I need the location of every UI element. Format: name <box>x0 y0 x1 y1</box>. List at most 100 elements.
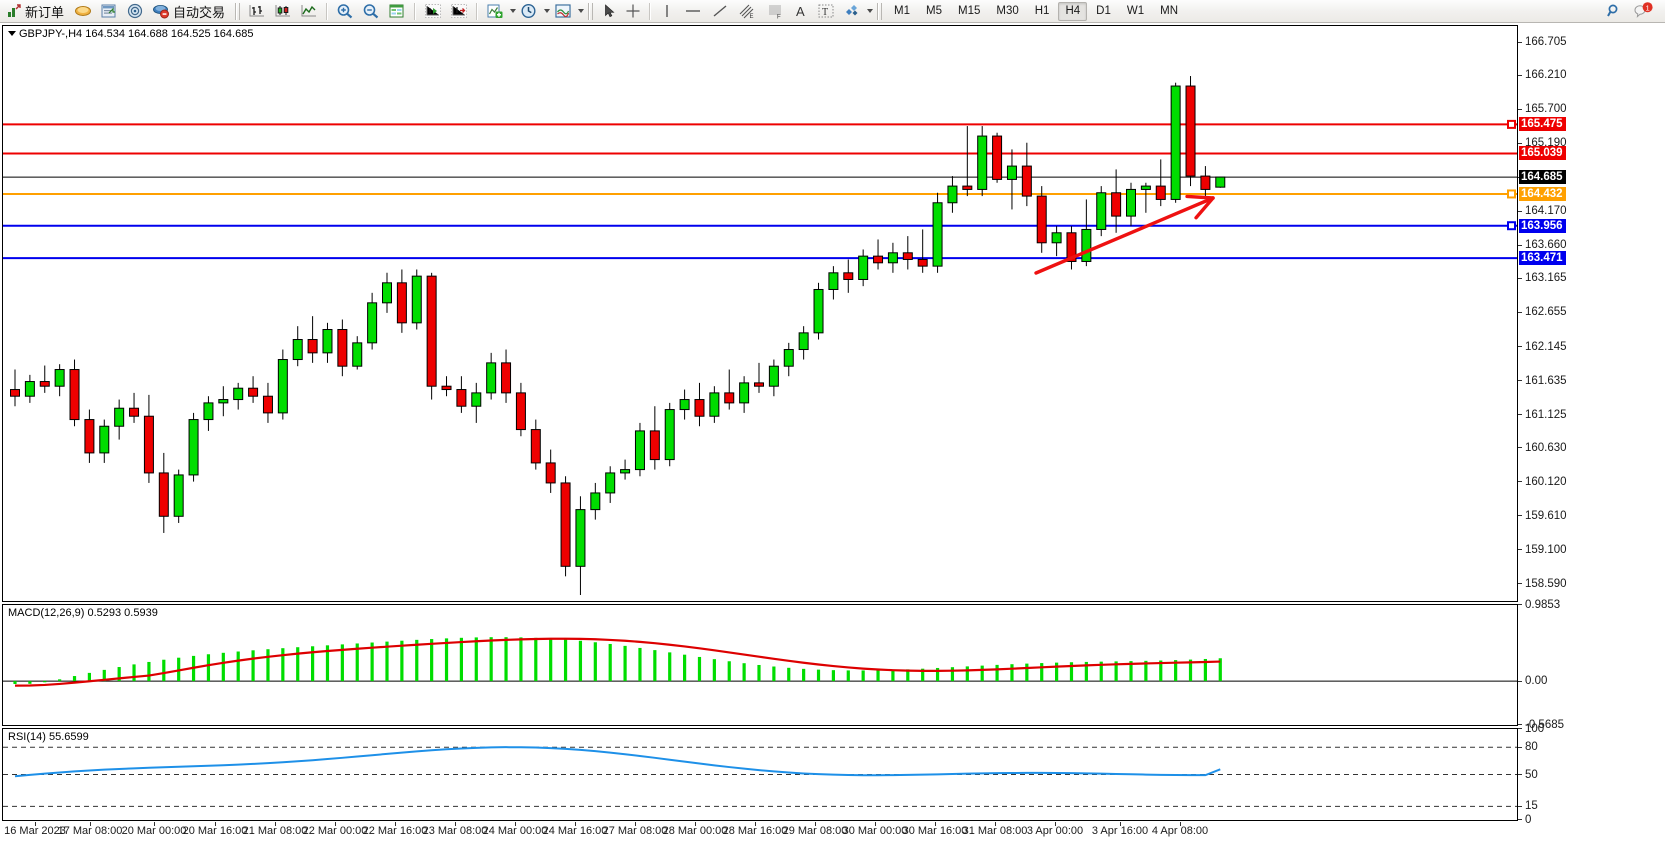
trendline-button[interactable] <box>708 1 732 22</box>
vertical-line-button[interactable] <box>656 1 678 22</box>
equidistant-channel-button[interactable]: E <box>734 1 760 22</box>
auto-trading-button[interactable]: 自动交易 <box>149 1 230 22</box>
macd-pane[interactable]: MACD(12,26,9) 0.5293 0.5939 <box>2 604 1518 726</box>
price-tick: 159.610 <box>1518 510 1567 522</box>
candle <box>873 239 884 270</box>
timeframe-m15[interactable]: M15 <box>958 5 981 17</box>
stop-loss-level-badge[interactable]: 163.471 <box>1519 251 1566 266</box>
time-tick-label: 4 Apr 08:00 <box>1151 825 1209 837</box>
time-tick <box>455 822 456 826</box>
time-axis[interactable]: 16 Mar 2023 17 Mar 08:00 20 Mar 00:00 20 Ma… <box>2 822 1518 844</box>
rsi-label: RSI(14) 55.6599 <box>7 731 90 743</box>
line-chart-button[interactable] <box>297 1 321 22</box>
period-button[interactable] <box>517 1 541 22</box>
macd-tick: 0.9853 <box>1518 599 1560 611</box>
price-tick: 165.700 <box>1518 103 1567 115</box>
candle <box>992 132 1003 183</box>
timeframe-m5[interactable]: M5 <box>926 5 942 17</box>
timeframe-d1[interactable]: D1 <box>1096 5 1111 17</box>
expert-advisor-button[interactable] <box>71 1 95 22</box>
bar-chart-button[interactable] <box>245 1 269 22</box>
price-tick: 162.145 <box>1518 341 1567 353</box>
candle <box>277 349 288 420</box>
time-tick-label: 16 Mar 2023 <box>4 825 66 837</box>
support-level-upper-badge[interactable]: 163.956 <box>1519 218 1566 233</box>
text-label-button[interactable]: T <box>814 1 838 22</box>
horizontal-line-button[interactable] <box>680 1 706 22</box>
collapse-triangle-icon[interactable] <box>8 31 16 36</box>
rsi-line <box>14 746 1221 778</box>
alert-count: 1 <box>1645 3 1649 12</box>
take-profit-level-badge[interactable]: 165.475 <box>1519 117 1566 132</box>
chart-shift-button[interactable] <box>421 1 445 22</box>
price-pane[interactable]: GBPJPY-,H4 164.534 164.688 164.525 164.6… <box>2 25 1518 602</box>
timeframe-h1[interactable]: H1 <box>1034 5 1050 17</box>
fibonacci-icon: F <box>769 5 782 19</box>
price-plot[interactable] <box>3 26 1517 601</box>
candle <box>426 272 437 400</box>
fibonacci-button[interactable]: F <box>762 1 788 22</box>
data-window-button[interactable] <box>97 1 121 22</box>
new-order-button[interactable]: 新订单 <box>3 1 69 22</box>
add-indicator-dropdown-caret[interactable] <box>510 9 517 13</box>
candle <box>54 364 65 397</box>
zoom-out-button[interactable] <box>359 1 383 22</box>
macd-plot[interactable] <box>3 605 1517 725</box>
templates-button[interactable] <box>551 1 575 22</box>
time-tick-label: 3 Apr 00:00 <box>1026 825 1084 837</box>
cursor-button[interactable] <box>598 1 620 22</box>
entry-price-level-badge[interactable]: 164.432 <box>1519 186 1566 201</box>
time-tick-label: 30 Mar 00:00 <box>842 825 908 837</box>
alerts-button[interactable]: 1 <box>1629 1 1657 22</box>
rsi-tick: 80 <box>1518 741 1538 753</box>
rsi-pane[interactable]: RSI(14) 55.6599 <box>2 728 1518 821</box>
candle <box>858 249 869 287</box>
toolbar-grip-2[interactable] <box>588 2 594 20</box>
tile-windows-button[interactable] <box>385 1 409 22</box>
resistance-level-badge[interactable]: 165.039 <box>1519 146 1566 161</box>
search-button[interactable] <box>1603 1 1627 22</box>
toolbar-grip-3[interactable] <box>877 2 883 20</box>
price-tick: 165.190 <box>1518 137 1567 149</box>
candle <box>709 386 720 423</box>
macd-tick: 0.00 <box>1518 675 1547 687</box>
text-button[interactable]: A <box>790 1 812 22</box>
candle <box>977 126 988 197</box>
price-tick-label: 166.210 <box>1525 69 1567 82</box>
timeframe-m1[interactable]: M1 <box>894 5 911 17</box>
navigator-button[interactable] <box>123 1 147 22</box>
add-indicator-button[interactable] <box>483 1 507 22</box>
time-tick <box>35 822 36 826</box>
timeframe-w1[interactable]: W1 <box>1126 5 1145 17</box>
time-tick-label: 3 Apr 16:00 <box>1091 825 1149 837</box>
price-axis[interactable]: 166.705 166.210 165.700 165.190 164.685 164.1… <box>1518 25 1665 826</box>
rsi-plot[interactable] <box>3 729 1517 820</box>
timeframe-h4[interactable]: H4 <box>1058 1 1088 21</box>
candle <box>1066 226 1077 270</box>
time-tick-label: 28 Mar 16:00 <box>722 825 788 837</box>
candle <box>828 266 839 300</box>
last-price-level-badge[interactable]: 164.685 <box>1519 170 1566 185</box>
auto-scroll-button[interactable] <box>447 1 471 22</box>
candle <box>382 272 392 313</box>
macd-tick-label: -0.5685 <box>1525 719 1565 731</box>
time-tick <box>1120 822 1121 826</box>
period-dropdown-caret[interactable] <box>544 9 551 13</box>
data-window-icon <box>101 4 116 18</box>
price-tick: 160.120 <box>1518 476 1567 488</box>
timeframe-mn[interactable]: MN <box>1160 5 1178 17</box>
shapes-button[interactable] <box>840 1 864 22</box>
add-indicator-icon <box>487 4 503 18</box>
timeframe-m30[interactable]: M30 <box>996 5 1019 17</box>
candle <box>634 422 645 477</box>
candle <box>114 399 125 440</box>
templates-dropdown-caret[interactable] <box>578 9 585 13</box>
toolbar-grip-1[interactable] <box>235 2 241 20</box>
candlestick-chart-button[interactable] <box>271 1 295 22</box>
crosshair-button[interactable] <box>622 1 644 22</box>
shapes-dropdown-caret[interactable] <box>867 9 874 13</box>
price-tick: 163.165 <box>1518 272 1567 284</box>
zoom-in-button[interactable] <box>333 1 357 22</box>
candle <box>1096 186 1107 237</box>
candle <box>24 374 35 403</box>
